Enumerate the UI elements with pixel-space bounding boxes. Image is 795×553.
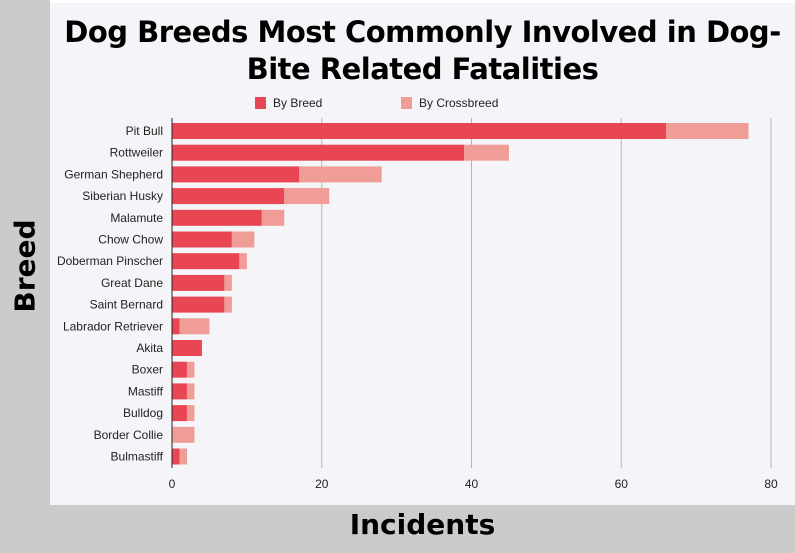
bar-crossbreed — [179, 318, 210, 335]
bar-breed — [172, 296, 225, 313]
legend-label-crossbreed: By Crossbreed — [419, 96, 499, 110]
x-tick-label: 40 — [465, 477, 479, 491]
bar-breed — [172, 274, 225, 291]
legend-item-crossbreed: By Crossbreed — [401, 96, 498, 110]
y-tick-label: Siberian Husky — [82, 189, 163, 203]
x-tick-label: 0 — [169, 477, 176, 491]
bar-crossbreed — [261, 209, 285, 226]
legend-item-breed: By Breed — [255, 96, 322, 110]
bar-breed — [172, 253, 240, 270]
bar-crossbreed — [299, 166, 382, 183]
bar-crossbreed — [224, 274, 232, 291]
legend-label-breed: By Breed — [273, 96, 323, 110]
bar-crossbreed — [464, 144, 509, 161]
bar-crossbreed — [231, 231, 255, 248]
bar-crossbreed — [172, 426, 195, 443]
y-tick-label: Chow Chow — [98, 233, 163, 247]
bar-breed — [172, 144, 465, 161]
x-tick-label: 80 — [764, 477, 778, 491]
y-tick-label: Bulldog — [123, 406, 163, 420]
bar-breed — [172, 231, 232, 248]
bar-crossbreed — [186, 405, 195, 422]
bar-breed — [172, 123, 667, 139]
bar-crossbreed — [666, 123, 749, 139]
y-tick-label: Great Dane — [101, 276, 163, 290]
bar-breed — [172, 340, 202, 356]
y-tick-label: Pit Bull — [126, 124, 163, 138]
bar-breed — [172, 405, 187, 422]
y-tick-label: Mastiff — [128, 384, 164, 398]
bar-breed — [172, 188, 285, 205]
chart-title: Dog Breeds Most Commonly Involved in Dog… — [64, 15, 781, 86]
bar-breed — [172, 361, 187, 378]
x-tick-label: 20 — [315, 477, 329, 491]
bar-crossbreed — [224, 296, 232, 313]
y-tick-label: Saint Bernard — [90, 298, 163, 312]
legend-swatch-crossbreed — [401, 97, 412, 109]
bar-crossbreed — [179, 448, 187, 465]
y-tick-label: Malamute — [110, 211, 163, 225]
bar-breed — [172, 318, 180, 335]
bar-crossbreed — [239, 253, 247, 270]
x-axis-band — [0, 505, 795, 553]
y-tick-label: Labrador Retriever — [63, 319, 163, 333]
bar-breed — [172, 383, 187, 400]
x-axis-label: Incidents — [349, 508, 496, 541]
bar-breed — [172, 166, 300, 183]
y-axis-band — [0, 0, 50, 553]
bar-crossbreed — [186, 383, 195, 400]
bar-crossbreed — [186, 361, 195, 378]
bar-crossbreed — [284, 188, 330, 205]
y-tick-label: Rottweiler — [110, 146, 163, 160]
y-tick-label: Border Collie — [94, 428, 164, 442]
y-tick-label: Doberman Pinscher — [57, 254, 163, 268]
bar-breed — [172, 448, 180, 465]
x-tick-label: 60 — [615, 477, 629, 491]
bar-breed — [172, 209, 262, 226]
y-tick-label: Boxer — [132, 363, 163, 377]
y-tick-label: Akita — [136, 341, 163, 355]
legend-swatch-breed — [255, 97, 266, 109]
y-tick-label: Bulmastiff — [111, 450, 164, 464]
y-tick-label: German Shepherd — [64, 167, 163, 181]
